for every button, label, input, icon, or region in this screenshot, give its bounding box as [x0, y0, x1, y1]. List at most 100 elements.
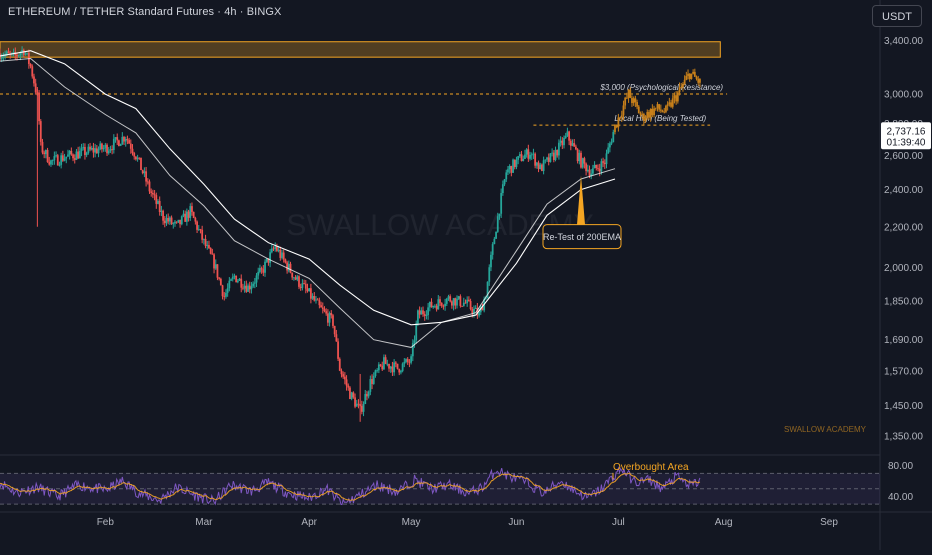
candle-body-81 [136, 157, 139, 160]
candle-body-249 [422, 310, 424, 314]
candle-243 [411, 339, 414, 362]
candle-78 [131, 144, 134, 156]
candle-body-261 [442, 305, 445, 307]
rsi-ma-line[interactable] [0, 472, 701, 501]
candle-141 [238, 278, 241, 282]
candle-body-373 [632, 98, 635, 104]
candle-body-186 [315, 299, 317, 301]
candle-body-150 [253, 282, 256, 284]
candle-body-176 [298, 276, 300, 287]
candle-body-202 [342, 374, 345, 377]
candle-body-99 [167, 217, 170, 222]
candle-body-337 [571, 143, 574, 146]
candle-289 [490, 251, 492, 272]
candle-body-390 [661, 110, 664, 112]
candle-body-127 [214, 264, 217, 269]
candle-23 [38, 90, 40, 125]
candle-body-229 [388, 363, 390, 369]
candle-body-178 [301, 283, 304, 288]
ema-fast-line[interactable] [0, 57, 616, 348]
candle-body-396 [671, 98, 674, 107]
candle-body-174 [294, 277, 297, 280]
candle-69 [116, 133, 119, 145]
candle-343 [581, 157, 584, 169]
candle-body-391 [663, 111, 666, 113]
candle-199 [337, 338, 339, 361]
candle-248 [420, 307, 423, 315]
candle-368 [624, 96, 627, 110]
candle-body-216 [366, 394, 368, 397]
candle-216 [366, 390, 368, 401]
candle-body-353 [598, 168, 601, 172]
candle-body-130 [219, 278, 222, 286]
candle-body-35 [58, 164, 61, 166]
candle-175 [296, 274, 299, 282]
candle-body-375 [636, 102, 638, 107]
candle-359 [608, 141, 611, 153]
resistance-zone[interactable] [0, 41, 721, 58]
candle-body-100 [168, 217, 171, 222]
candle-192 [325, 308, 328, 316]
candle-288 [488, 264, 491, 286]
candle-70 [118, 139, 120, 147]
price-tick-10: 1,450.00 [884, 401, 923, 412]
candle-body-331 [561, 140, 564, 146]
candle-345 [585, 162, 588, 176]
price-badge[interactable] [881, 122, 931, 150]
candle-215 [364, 389, 367, 405]
candle-176 [298, 275, 300, 290]
candle-body-93 [157, 200, 159, 204]
candle-body-364 [617, 117, 620, 128]
level-label-1: Local High (Being Tested) [614, 114, 706, 123]
candle-37 [61, 150, 64, 162]
candle-body-389 [659, 109, 662, 111]
candle-80 [135, 156, 137, 161]
candle-body-340 [576, 149, 579, 162]
time-label-feb: Feb [97, 517, 115, 528]
candle-95 [160, 205, 163, 217]
candle-40 [67, 149, 69, 157]
candle-234 [396, 363, 399, 370]
candle-body-103 [174, 221, 176, 224]
candle-body-310 [525, 149, 528, 155]
candle-body-313 [530, 154, 533, 156]
candle-41 [68, 149, 71, 160]
candle-body-343 [581, 158, 584, 168]
candle-body-382 [648, 112, 650, 118]
ema-200-line[interactable] [0, 50, 616, 326]
candle-324 [549, 153, 552, 163]
candle-170 [287, 260, 290, 273]
candle-350 [593, 161, 596, 169]
candle-body-386 [654, 107, 657, 109]
rsi-line[interactable] [0, 466, 701, 506]
candle-body-108 [182, 213, 185, 217]
candle-88 [148, 179, 151, 194]
candle-276 [467, 296, 470, 302]
candle-body-75 [126, 139, 129, 141]
candle-139 [235, 275, 238, 283]
candle-body-152 [257, 271, 260, 276]
candle-body-39 [65, 156, 68, 159]
candle-body-369 [625, 97, 628, 99]
candle-body-286 [484, 298, 487, 300]
candle-body-250 [423, 313, 426, 316]
candle-body-90 [151, 192, 154, 195]
candle-body-401 [680, 87, 683, 88]
candle-197 [333, 325, 336, 338]
candle-body-95 [160, 210, 163, 213]
candle-64 [107, 147, 110, 155]
candle-18 [29, 63, 32, 69]
candle-101 [170, 215, 173, 225]
annotation-arrow [577, 175, 586, 225]
candle-body-198 [335, 334, 338, 342]
candle-body-302 [512, 159, 514, 173]
candle-body-51 [85, 152, 88, 156]
candle-356 [603, 159, 606, 169]
candle-85 [143, 167, 146, 178]
candle-404 [685, 71, 688, 81]
candle-body-393 [666, 104, 669, 106]
annotation-box[interactable] [542, 224, 622, 250]
currency-button[interactable]: USDT [872, 5, 922, 27]
candle-body-54 [90, 147, 93, 150]
